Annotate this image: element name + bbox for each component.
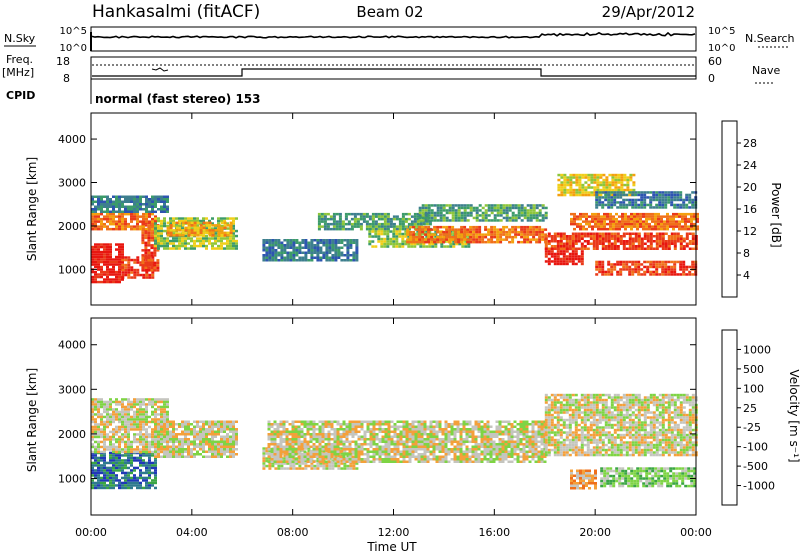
velocity-colorbar-tick-label-5: -100 bbox=[743, 441, 768, 454]
freq-jitter-trace bbox=[151, 67, 169, 72]
freq-step-trace bbox=[92, 68, 696, 77]
nsearch-label: N.Search bbox=[745, 32, 795, 45]
power-ytick-label-0: 1000 bbox=[58, 263, 86, 276]
power-colorbar-tick-label-1: 24 bbox=[743, 159, 757, 172]
power-colorbar-frame bbox=[721, 120, 738, 298]
power-ytick-label-1: 2000 bbox=[58, 220, 86, 233]
x-tick-label-5: 20:00 bbox=[579, 526, 611, 539]
nsky-tick-bottom: 10^0 bbox=[60, 43, 87, 54]
x-tick-label-1: 04:00 bbox=[176, 526, 208, 539]
power-colorbar-tick-label-3: 16 bbox=[743, 203, 757, 216]
velocity-band-0 bbox=[91, 451, 157, 490]
freq-unit: [MHz] bbox=[2, 66, 34, 79]
x-tick-label-2: 08:00 bbox=[277, 526, 309, 539]
velocity-colorbar-frame bbox=[721, 329, 738, 506]
cpid-text: normal (fast stereo) 153 bbox=[95, 92, 261, 106]
cpid-label: CPID bbox=[6, 89, 35, 102]
power-band-7 bbox=[262, 239, 359, 262]
power-ytick-label-2: 3000 bbox=[58, 177, 86, 190]
power-panel: 1000 2000 3000 4000 bbox=[58, 112, 699, 306]
velocity-ytick-label-1: 2000 bbox=[58, 428, 86, 441]
nsky-label: N.Sky bbox=[4, 32, 36, 45]
nsky-trace-group bbox=[90, 31, 696, 51]
nave-tick-top: 60 bbox=[708, 55, 722, 68]
velocity-band-5 bbox=[544, 393, 698, 457]
power-colorbar-label: Power [dB] bbox=[769, 182, 783, 247]
freq-trace-group bbox=[92, 64, 696, 77]
power-band-3 bbox=[91, 212, 157, 231]
nsky-trace bbox=[91, 31, 696, 39]
power-colorbar-tick-label-2: 20 bbox=[743, 181, 757, 194]
power-frame bbox=[90, 112, 697, 306]
x-tick-label-6: 00:00 bbox=[680, 526, 712, 539]
power-band-6 bbox=[166, 221, 233, 237]
velocity-band-4 bbox=[267, 420, 547, 463]
power-band-0 bbox=[91, 243, 124, 284]
power-ylabel: Slant Range [km] bbox=[25, 157, 39, 261]
velocity-ytick-label-0: 1000 bbox=[58, 472, 86, 485]
velocity-band-2 bbox=[154, 420, 238, 458]
power-band-4 bbox=[91, 195, 169, 213]
nsky-tick-top: 10^5 bbox=[60, 26, 87, 37]
freq-tick-bottom: 8 bbox=[63, 72, 70, 85]
x-tick-label-0: 00:00 bbox=[75, 526, 107, 539]
x-tick-label-3: 12:00 bbox=[378, 526, 410, 539]
velocity-ytick-label-2: 3000 bbox=[58, 383, 86, 396]
x-tick-label-4: 16:00 bbox=[478, 526, 510, 539]
power-colorbar-tick-label-5: 8 bbox=[743, 247, 750, 260]
nsearch-tick-top: 10^5 bbox=[708, 26, 735, 37]
power-band-13 bbox=[544, 232, 698, 250]
x-axis-label: Time UT bbox=[366, 540, 417, 554]
power-colorbar-tick-label-0: 28 bbox=[743, 137, 757, 150]
velocity-ylabel: Slant Range [km] bbox=[25, 368, 39, 472]
power-band-16 bbox=[595, 260, 698, 276]
power-ytick-label-3: 4000 bbox=[58, 133, 86, 146]
nsearch-tick-bottom: 10^0 bbox=[708, 43, 735, 54]
velocity-band-6 bbox=[600, 467, 697, 488]
power-band-12 bbox=[544, 247, 584, 266]
power-colorbar-tick-label-6: 4 bbox=[743, 269, 750, 282]
velocity-colorbar-tick-label-1: 500 bbox=[743, 363, 764, 376]
colorbars: 28 24 20 16 12 8 4 1000 500 100 25 -25 -100 -500 -1000 bbox=[721, 120, 775, 506]
freq-panel bbox=[90, 56, 697, 80]
date-title: 29/Apr/2012 bbox=[602, 3, 695, 21]
power-band-14 bbox=[570, 212, 699, 231]
velocity-colorbar-tick-label-2: 100 bbox=[743, 382, 764, 395]
velocity-ytick-label-3: 4000 bbox=[58, 339, 86, 352]
station-title: Hankasalmi (fitACF) bbox=[92, 2, 260, 22]
beam-title: Beam 02 bbox=[356, 3, 423, 21]
x-axis-ticks: 00:00 04:00 08:00 12:00 16:00 20:00 00:00 bbox=[75, 526, 712, 539]
velocity-colorbar-tick-label-4: -25 bbox=[743, 421, 761, 434]
power-band-10 bbox=[406, 225, 548, 244]
power-band-11 bbox=[418, 204, 548, 222]
nsky-panel bbox=[90, 26, 697, 52]
velocity-colorbar-label: Velocity [m s⁻¹] bbox=[787, 369, 800, 462]
velocity-colorbar-tick-label-6: -500 bbox=[743, 460, 768, 473]
freq-label: Freq. bbox=[6, 53, 33, 66]
velocity-colorbar-tick-label-0: 1000 bbox=[743, 343, 771, 356]
velocity-colorbar-tick-label-3: 25 bbox=[743, 402, 757, 415]
velocity-colorbar-tick-label-7: -1000 bbox=[743, 480, 775, 493]
nave-label: Nave bbox=[752, 64, 780, 77]
power-colorbar-tick-label-4: 12 bbox=[743, 225, 757, 238]
nave-tick-bottom: 0 bbox=[708, 72, 715, 85]
freq-tick-top: 18 bbox=[56, 55, 70, 68]
velocity-band-7 bbox=[570, 469, 597, 490]
velocity-panel: 1000 2000 3000 4000 bbox=[58, 317, 698, 516]
